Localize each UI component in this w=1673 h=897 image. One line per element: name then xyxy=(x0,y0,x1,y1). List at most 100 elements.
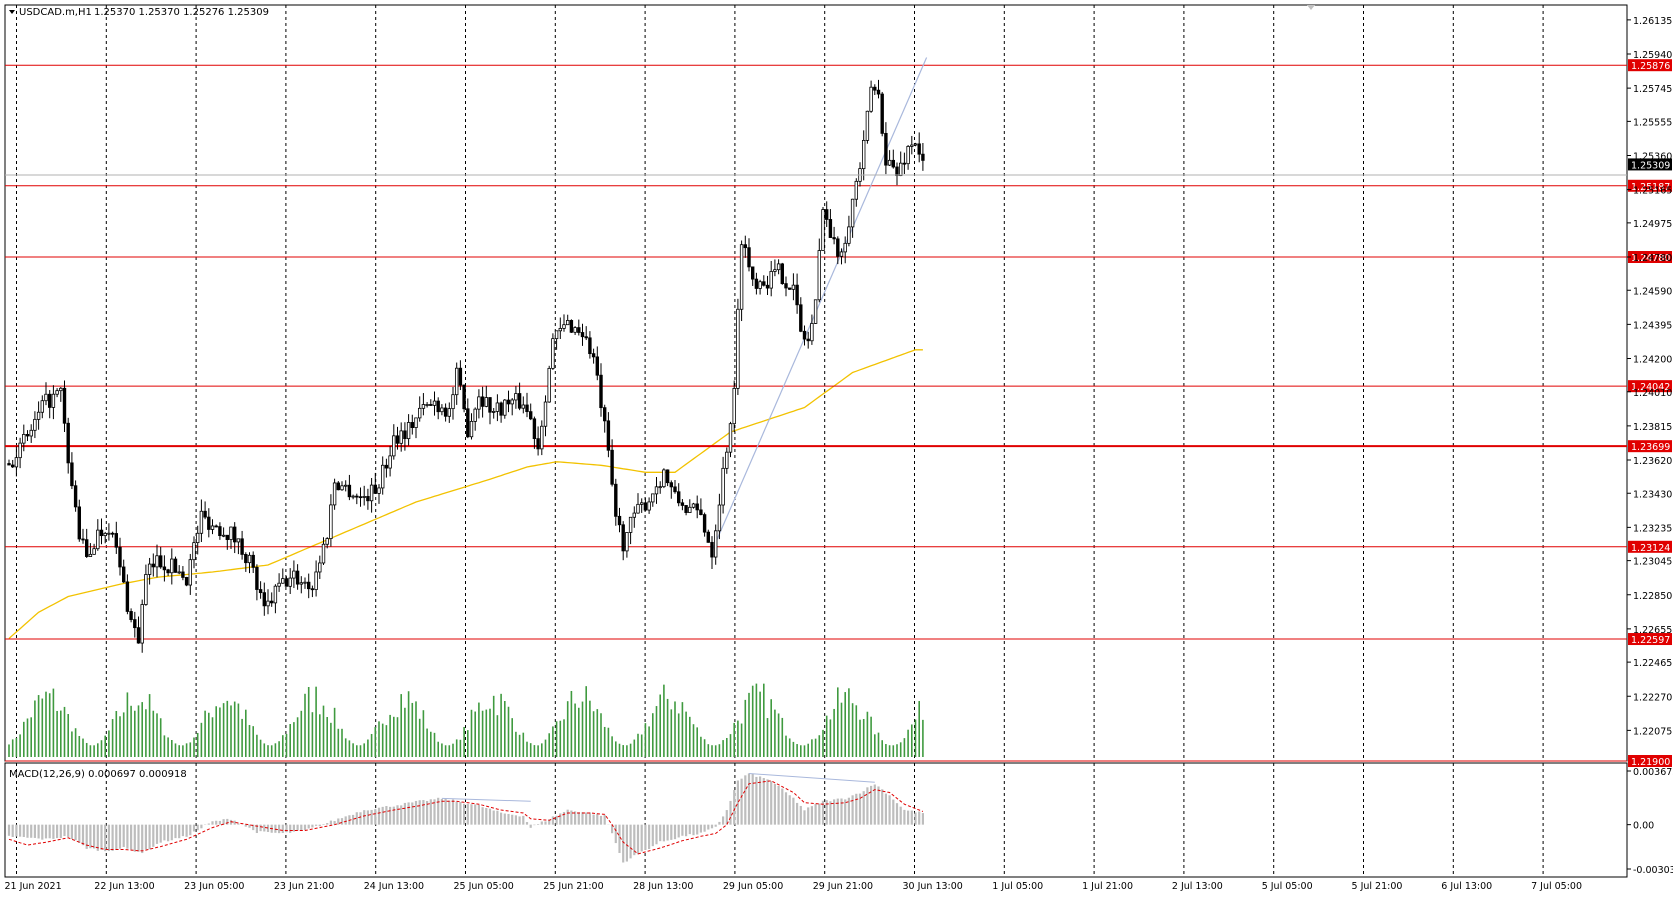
candle-body xyxy=(29,429,33,437)
candle-body xyxy=(876,89,881,95)
candle-body xyxy=(70,462,74,487)
candle-body xyxy=(795,284,799,306)
time-label: 25 Jun 05:00 xyxy=(454,881,514,892)
candle-body xyxy=(332,482,337,506)
candle-body xyxy=(836,238,840,257)
candle-body xyxy=(314,571,318,590)
candle-body xyxy=(802,330,807,340)
candle-body xyxy=(510,399,514,405)
candle-body xyxy=(166,569,170,574)
candle-body xyxy=(784,283,788,289)
macd-tick-label: -0.003036 xyxy=(1633,865,1673,876)
candle-body xyxy=(699,509,703,516)
candle-body xyxy=(247,554,252,564)
candle-body xyxy=(895,166,899,177)
candle-body xyxy=(155,555,159,568)
candle-body xyxy=(769,271,773,289)
macd-pane[interactable]: 0.003673 0.00 -0.003036 MACD(12,26,9) 0.00… xyxy=(4,762,1673,878)
candle-body xyxy=(429,404,433,406)
time-label: 25 Jun 21:00 xyxy=(543,881,603,892)
candle-body xyxy=(107,532,111,535)
candle-body xyxy=(195,532,200,544)
candle-body xyxy=(269,600,274,604)
candle-body xyxy=(377,487,381,494)
candles xyxy=(7,79,925,653)
price-tick-label: 1.22270 xyxy=(1633,692,1672,703)
candle-body xyxy=(669,482,673,488)
candle-body xyxy=(906,146,910,165)
candle-body xyxy=(277,582,281,587)
candle-body xyxy=(425,404,429,406)
macd-vertical-grid xyxy=(16,763,1544,877)
candle-body xyxy=(839,251,844,257)
candle-body xyxy=(732,387,736,425)
candle-body xyxy=(580,332,585,338)
candle-body xyxy=(680,502,685,506)
candle-body xyxy=(625,532,629,552)
shift-marker-icon[interactable] xyxy=(1307,5,1315,10)
macd-tick-label: 0.00 xyxy=(1633,821,1654,832)
candle-body xyxy=(899,162,903,177)
candle-body xyxy=(462,384,466,410)
candle-body xyxy=(88,553,93,557)
candle-body xyxy=(447,408,451,417)
candle-body xyxy=(232,526,237,543)
candle-body xyxy=(695,503,699,511)
candle-body xyxy=(847,226,851,244)
candle-body xyxy=(566,320,570,326)
price-tick-label: 1.24010 xyxy=(1633,388,1672,399)
candle-body xyxy=(343,484,348,487)
candle-body xyxy=(114,533,118,548)
candle-body xyxy=(329,504,333,539)
time-label: 23 Jun 05:00 xyxy=(184,881,244,892)
candle-body xyxy=(295,570,300,585)
candle-body xyxy=(776,263,781,271)
candle-body xyxy=(373,484,377,494)
candle-body xyxy=(617,515,622,526)
candle-body xyxy=(144,574,148,605)
price-pane[interactable]: 1.25876 1.25187 1.24780 1.24042 1.23699 1.231… xyxy=(4,4,1672,768)
price-tick-label: 1.24975 xyxy=(1633,219,1672,230)
candle-body xyxy=(525,404,529,413)
candle-body xyxy=(717,504,722,532)
candle-body xyxy=(640,502,644,505)
candle-body xyxy=(336,482,340,491)
candle-body xyxy=(484,397,488,407)
candle-body xyxy=(158,555,163,568)
trendline[interactable] xyxy=(711,57,928,552)
candle-body xyxy=(384,464,389,469)
candle-body xyxy=(240,538,244,555)
horizontal-levels[interactable]: 1.25876 1.25187 1.24780 1.24042 1.23699 1.231… xyxy=(5,59,1672,768)
candle-body xyxy=(281,578,285,584)
candle-body xyxy=(221,534,226,537)
candle-body xyxy=(436,400,440,413)
candle-body xyxy=(310,588,315,591)
candle-body xyxy=(751,266,755,280)
price-level-label: 1.23699 xyxy=(1631,442,1670,453)
candle-body xyxy=(780,263,784,285)
candle-body xyxy=(558,328,562,332)
candle-body xyxy=(577,327,581,333)
candle-body xyxy=(170,558,174,574)
candle-body xyxy=(791,284,796,290)
candle-body xyxy=(125,581,130,612)
moving-average xyxy=(8,349,923,639)
candle-body xyxy=(129,611,133,620)
candle-body xyxy=(665,469,670,484)
price-tick-label: 1.25165 xyxy=(1633,186,1672,197)
candle-body xyxy=(199,510,204,534)
macd-header: MACD(12,26,9) 0.000697 0.000918 xyxy=(9,769,187,780)
dropdown-triangle-icon[interactable] xyxy=(9,10,15,14)
price-tick-label: 1.25360 xyxy=(1633,152,1672,163)
candle-body xyxy=(714,530,718,558)
price-tick-label: 1.24395 xyxy=(1633,320,1672,331)
candle-body xyxy=(458,367,463,386)
candle-body xyxy=(828,219,833,238)
candle-body xyxy=(799,304,803,332)
candle-body xyxy=(884,132,888,166)
candle-body xyxy=(532,418,537,440)
candle-body xyxy=(588,337,592,355)
price-level-tag xyxy=(1628,251,1672,263)
candle-body xyxy=(40,400,44,413)
time-label: 29 Jun 21:00 xyxy=(813,881,873,892)
